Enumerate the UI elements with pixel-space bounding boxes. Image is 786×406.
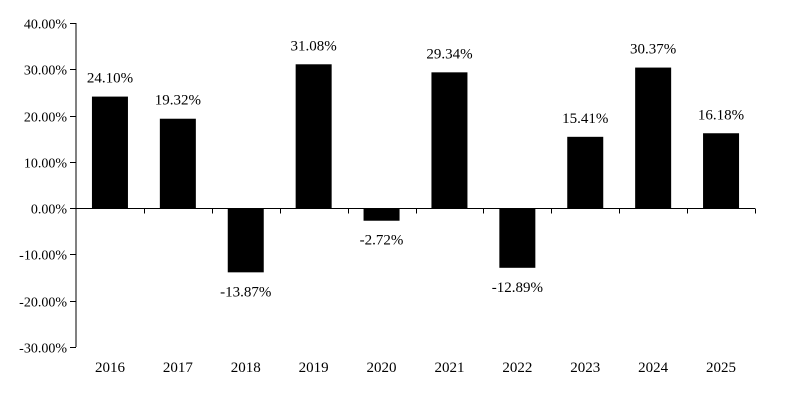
bar-2023: [567, 136, 604, 209]
data-label-2020: -2.72%: [360, 233, 404, 249]
bars: [91, 64, 740, 273]
y-tick-label: 40.00%: [24, 18, 68, 33]
data-label-2023: 15.41%: [562, 111, 608, 127]
bar-2019: [295, 64, 332, 209]
y-tick-label: 20.00%: [24, 111, 68, 126]
x-tick-label-2019: 2019: [299, 360, 329, 376]
x-tick-label-2022: 2022: [502, 360, 532, 376]
y-tick-label: -20.00%: [19, 296, 67, 311]
data-label-2017: 19.32%: [155, 93, 201, 109]
bar-2018: [227, 208, 264, 273]
data-label-2025: 16.18%: [698, 107, 744, 123]
data-label-2024: 30.37%: [630, 42, 676, 58]
y-tick-label: -10.00%: [19, 249, 67, 264]
x-axis: 2016 2017 2018 2019 2020 2021 2022 2023 2024 2025: [76, 208, 756, 376]
data-label-2016: 24.10%: [87, 71, 133, 87]
y-tick-label: 30.00%: [24, 64, 68, 79]
x-tick-label-2025: 2025: [706, 360, 736, 376]
x-tick-label-2018: 2018: [231, 360, 261, 376]
bar-2017: [159, 118, 196, 209]
y-axis: 40.00% 30.00% 20.00% 10.00% 0.00% -10.00% -20.…: [19, 18, 77, 357]
bar-2021: [431, 72, 468, 209]
y-tick-label: 10.00%: [24, 157, 68, 172]
x-tick-label-2016: 2016: [95, 360, 126, 376]
bar-2016: [91, 96, 128, 209]
x-tick-label-2020: 2020: [367, 360, 397, 376]
x-tick-label-2017: 2017: [163, 360, 194, 376]
bar-2022: [499, 208, 536, 268]
bar-2025: [703, 133, 740, 209]
bar-2020: [363, 208, 400, 221]
data-label-2022: -12.89%: [492, 280, 543, 296]
y-tick-label: 0.00%: [31, 203, 68, 218]
data-label-2019: 31.08%: [291, 38, 337, 54]
y-tick-label: -30.00%: [19, 342, 67, 357]
data-labels: 24.10% 19.32% -13.87% 31.08% -2.72% 29.34% -12…: [87, 38, 744, 300]
x-tick-label-2023: 2023: [570, 360, 600, 376]
data-label-2021: 29.34%: [426, 46, 472, 62]
data-label-2018: -13.87%: [220, 284, 271, 300]
x-tick-label-2021: 2021: [434, 360, 464, 376]
x-tick-label-2024: 2024: [638, 360, 669, 376]
bar-2024: [635, 67, 672, 209]
